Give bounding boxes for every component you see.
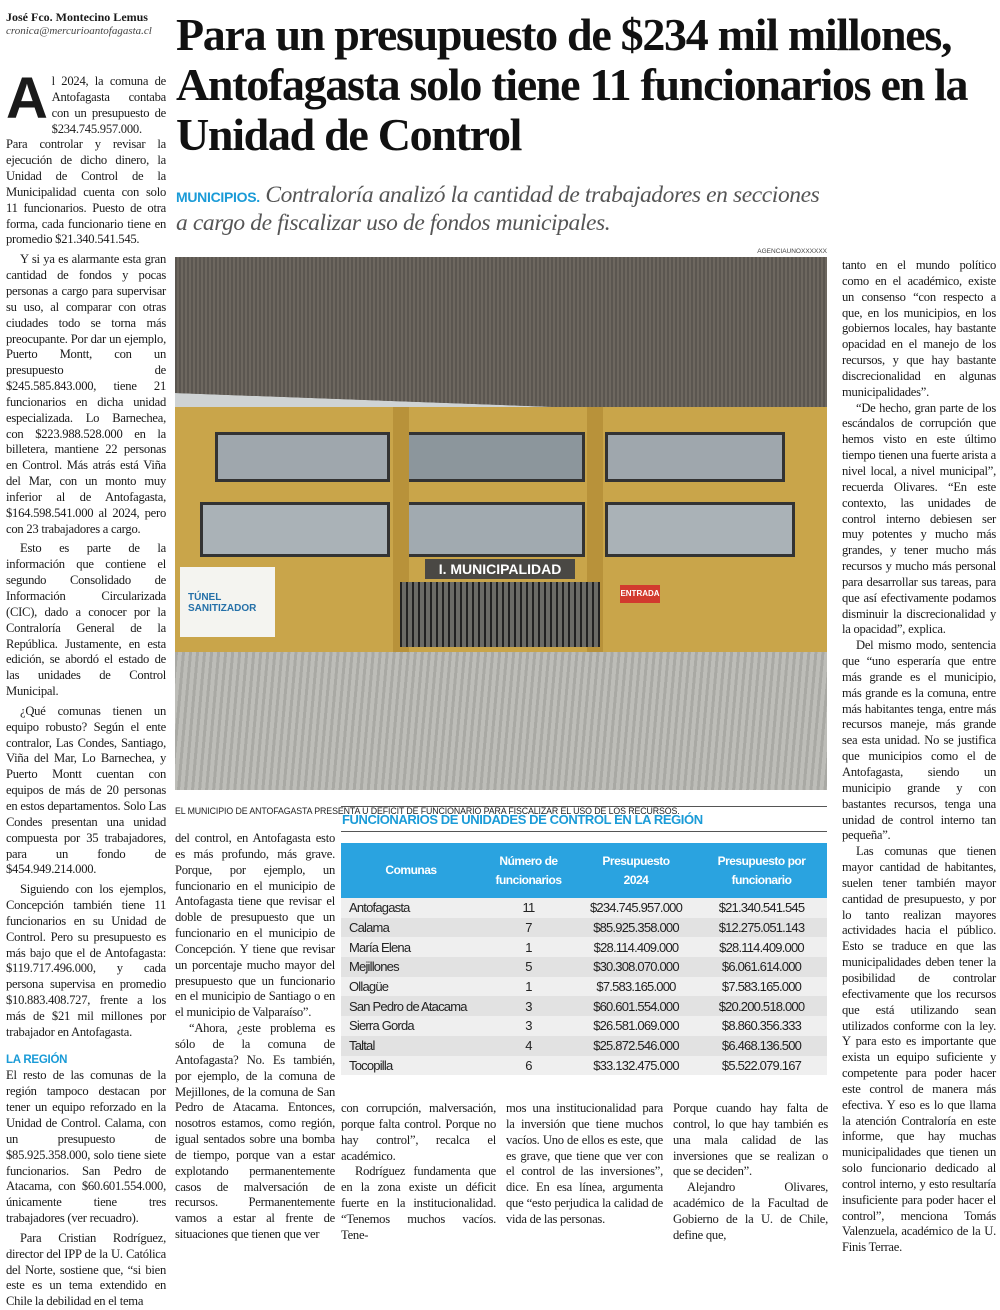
- comuna-cell: Calama: [341, 917, 481, 938]
- photo-municipality-building: I. MUNICIPALIDAD TÚNEL SANITIZADOR ENTRA…: [175, 257, 827, 790]
- presupuesto-cell: $28.114.409.000: [576, 937, 696, 958]
- paragraph: Del mismo modo, sentencia que “uno esper…: [842, 638, 996, 843]
- per-funcionario-cell: $21.340.541.545: [696, 898, 827, 918]
- table-row: Mejillones 5 $30.308.070.000 $6.061.614.000: [341, 957, 827, 977]
- column-header: Número de funcionarios: [481, 843, 576, 898]
- funcionarios-cell: 6: [481, 1055, 576, 1076]
- divider: [341, 831, 827, 832]
- presupuesto-cell: $85.925.358.000: [576, 917, 696, 938]
- table-row: Sierra Gorda 3 $26.581.069.000 $8.860.356.3…: [341, 1016, 827, 1036]
- column-header: Presupuesto 2024: [576, 843, 696, 898]
- funcionarios-cell: 1: [481, 937, 576, 958]
- funcionarios-cell: 1: [481, 976, 576, 997]
- paragraph: Porque cuando hay falta de control, lo q…: [673, 1101, 828, 1179]
- table-row: Ollagüe 1 $7.583.165.000 $7.583.165.000: [341, 976, 827, 997]
- headline: Para un presupuesto de $234 mil millones…: [176, 9, 969, 160]
- comuna-cell: San Pedro de Atacama: [341, 996, 481, 1017]
- presupuesto-cell: $234.745.957.000: [576, 898, 696, 918]
- building-sign: I. MUNICIPALIDAD: [425, 559, 575, 579]
- comuna-cell: Tocopilla: [341, 1055, 481, 1076]
- funcionarios-cell: 11: [481, 898, 576, 918]
- funcionarios-table: Comunas Número de funcionarios Presupues…: [341, 843, 827, 1076]
- photo-credit: AGENCIAUNOXXXXXX: [757, 248, 827, 255]
- author-email[interactable]: cronica@mercurioantofagasta.cl: [6, 25, 152, 37]
- paragraph: Las comunas que tienen mayor cantidad de…: [842, 844, 996, 1255]
- funcionarios-cell: 7: [481, 917, 576, 938]
- paragraph: “Ahora, ¿este problema es sólo de la com…: [175, 1021, 335, 1242]
- paragraph: tanto en el mundo político como en el ac…: [842, 258, 996, 399]
- funcionarios-cell: 3: [481, 996, 576, 1017]
- kicker: MUNICIPIOS.: [176, 189, 260, 205]
- paragraph: El resto de las comunas de la región tam…: [6, 1068, 166, 1226]
- drop-cap: A: [6, 66, 48, 131]
- table-title: FUNCIONARIOS DE UNIDADES DE CONTROL EN L…: [342, 812, 703, 827]
- tunnel-sign: TÚNEL SANITIZADOR: [180, 567, 275, 637]
- presupuesto-cell: $26.581.069.000: [576, 1016, 696, 1036]
- paragraph: Para Cristian Rodríguez, director del IP…: [6, 1230, 166, 1309]
- funcionarios-cell: 4: [481, 1035, 576, 1056]
- comuna-cell: Sierra Gorda: [341, 1016, 481, 1036]
- per-funcionario-cell: $20.200.518.000: [696, 996, 827, 1017]
- article-column-2: del control, en Antofagasta esto es más …: [175, 831, 335, 1243]
- funcionarios-cell: 3: [481, 1016, 576, 1036]
- subheadline: MUNICIPIOS. Contraloría analizó la canti…: [176, 182, 831, 236]
- byline: José Fco. Montecino Lemus cronica@mercur…: [6, 10, 171, 37]
- column-header: Presupuesto por funcionario: [696, 843, 827, 898]
- paragraph: “De hecho, gran parte de los escándalos …: [842, 400, 996, 637]
- article-column-3: con corrupción, malversación, porque fal…: [341, 1101, 496, 1244]
- paragraph: del control, en Antofagasta esto es más …: [175, 831, 335, 1020]
- article-column-5: Porque cuando hay falta de control, lo q…: [673, 1101, 828, 1244]
- divider: [341, 806, 827, 807]
- table-row: Tocopilla 6 $33.132.475.000 $5.522.079.167: [341, 1055, 827, 1076]
- per-funcionario-cell: $28.114.409.000: [696, 937, 827, 958]
- table-row: Calama 7 $85.925.358.000 $12.275.051.143: [341, 917, 827, 938]
- per-funcionario-cell: $7.583.165.000: [696, 976, 827, 997]
- comuna-cell: Antofagasta: [341, 898, 481, 918]
- paragraph: Siguiendo con los ejemplos, Concepción t…: [6, 882, 166, 1039]
- paragraph: ¿Qué comunas tienen un equipo robusto? S…: [6, 703, 166, 877]
- paragraph: con corrupción, malversación, porque fal…: [341, 1101, 496, 1163]
- paragraph: Esto es parte de la información que cont…: [6, 541, 166, 699]
- funcionarios-cell: 5: [481, 957, 576, 977]
- per-funcionario-cell: $5.522.079.167: [696, 1055, 827, 1076]
- per-funcionario-cell: $8.860.356.333: [696, 1016, 827, 1036]
- per-funcionario-cell: $6.061.614.000: [696, 957, 827, 977]
- photo-caption: EL MUNICIPIO DE ANTOFAGASTA PRESENTA U D…: [175, 806, 680, 816]
- paragraph: Rodríguez fundamenta que en la zona exis…: [341, 1164, 496, 1242]
- presupuesto-cell: $60.601.554.000: [576, 996, 696, 1017]
- comuna-cell: Mejillones: [341, 957, 481, 977]
- column-header: Comunas: [341, 843, 481, 898]
- table-row: Antofagasta 11 $234.745.957.000 $21.340.541…: [341, 898, 827, 918]
- per-funcionario-cell: $12.275.051.143: [696, 917, 827, 938]
- presupuesto-cell: $25.872.546.000: [576, 1035, 696, 1056]
- table-row: San Pedro de Atacama 3 $60.601.554.000 $20.…: [341, 996, 827, 1017]
- article-column-4: mos una institucionalidad para la invers…: [506, 1101, 663, 1228]
- table-row: María Elena 1 $28.114.409.000 $28.114.409.0…: [341, 937, 827, 958]
- per-funcionario-cell: $6.468.136.500: [696, 1035, 827, 1056]
- section-heading: LA REGIÓN: [6, 1053, 68, 1066]
- table-header-row: Comunas Número de funcionarios Presupues…: [341, 843, 827, 898]
- comuna-cell: Taltal: [341, 1035, 481, 1056]
- paragraph: Alejandro Olivares, académico de la Facu…: [673, 1180, 828, 1242]
- table-row: Taltal 4 $25.872.546.000 $6.468.136.500: [341, 1035, 827, 1056]
- presupuesto-cell: $33.132.475.000: [576, 1055, 696, 1076]
- presupuesto-cell: $30.308.070.000: [576, 957, 696, 977]
- subheadline-text: Contraloría analizó la cantidad de traba…: [176, 182, 820, 236]
- author-name: José Fco. Montecino Lemus: [6, 10, 148, 24]
- paragraph: mos una institucionalidad para la invers…: [506, 1101, 663, 1226]
- entrance-sign: ENTRADA: [620, 585, 660, 603]
- comuna-cell: Ollagüe: [341, 976, 481, 997]
- presupuesto-cell: $7.583.165.000: [576, 976, 696, 997]
- paragraph: Y si ya es alarmante esta gran cantidad …: [6, 252, 166, 536]
- article-column-6: tanto en el mundo político como en el ac…: [842, 258, 996, 1256]
- comuna-cell: María Elena: [341, 937, 481, 958]
